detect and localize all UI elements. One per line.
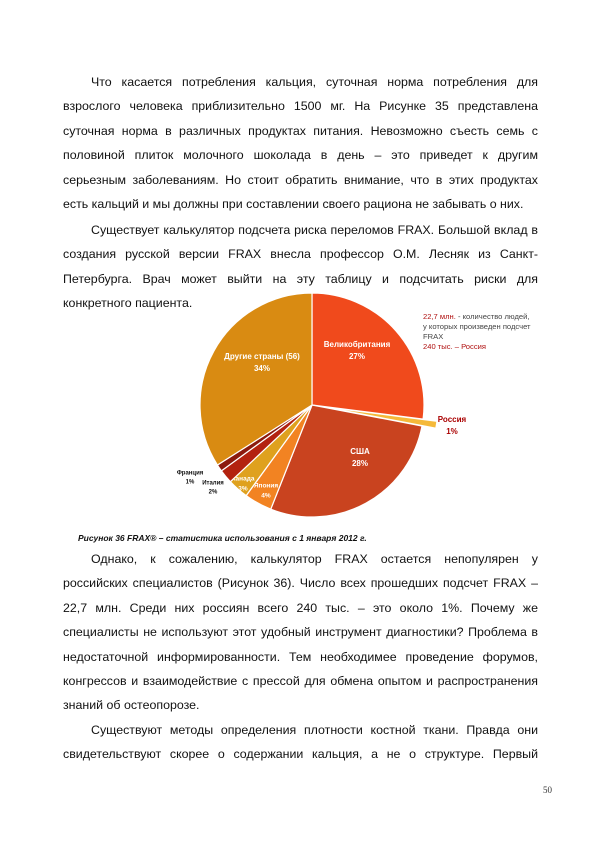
slice-value-label: 3% [238, 486, 248, 493]
slice-value-label: 2% [209, 490, 218, 496]
pie-slice [269, 404, 423, 518]
pie-slice [311, 292, 425, 420]
slice-label: Канада [232, 476, 255, 483]
figure-caption: Рисунок 36 FRAX® – статистика использова… [78, 533, 367, 543]
paragraph: Однако, к сожалению, калькулятор FRAX ос… [63, 552, 538, 713]
slice-label: Россия [438, 415, 467, 424]
slice-label: Другие страны (56) [224, 352, 300, 361]
slice-label: Великобритания [324, 340, 391, 349]
page-number: 50 [543, 785, 552, 795]
slice-label: Япония [254, 483, 278, 490]
slice-value-label: 27% [349, 352, 365, 361]
pie-chart: Великобритания 27% Россия 1% США 28% Япония 4% К… [177, 292, 467, 518]
slice-label: США [350, 447, 370, 456]
annotation-highlight: 22,7 млн. [423, 312, 456, 321]
annotation: 22,7 млн. - количество людей, у которых … [423, 312, 535, 352]
slice-value-label: 1% [186, 480, 195, 486]
annotation-russia: 240 тыс. – Россия [423, 342, 486, 351]
paragraph: Что касается потребления кальция, суточн… [63, 75, 538, 212]
slice-value-label: 28% [352, 459, 368, 468]
pie-slice [199, 292, 313, 466]
slice-value-label: 34% [254, 364, 270, 373]
slice-label: Франция [177, 471, 204, 477]
slice-value-label: 4% [261, 493, 271, 500]
annotation-text: - количество людей, у которых произведен… [423, 312, 531, 341]
paragraph: Существует калькулятор подсчета риска пе… [63, 223, 538, 311]
slice-value-label: 1% [446, 427, 458, 436]
paragraph: Существуют методы определения плотности … [63, 723, 538, 762]
slice-label: Италия [202, 481, 224, 487]
